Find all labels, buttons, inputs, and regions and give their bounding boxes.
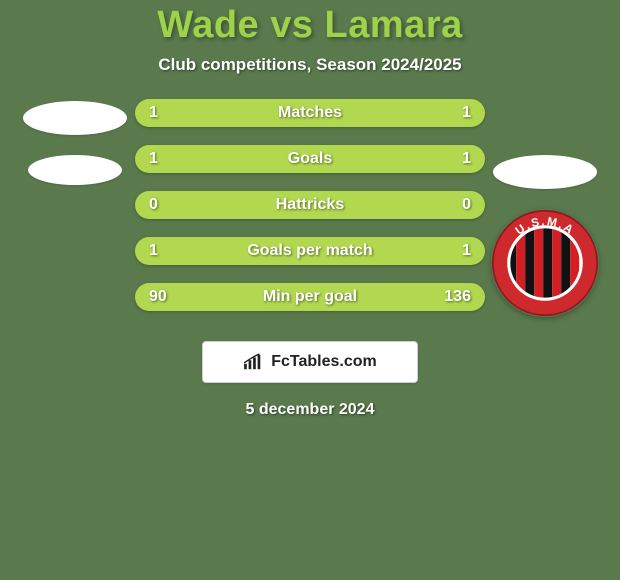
stat-bar-matches: 1 Matches 1 bbox=[135, 99, 485, 127]
stat-left-value: 1 bbox=[149, 150, 177, 168]
stat-label: Matches bbox=[278, 104, 342, 122]
brand-chart-icon bbox=[243, 353, 265, 371]
stat-bar-goals-per-match: 1 Goals per match 1 bbox=[135, 237, 485, 265]
club-logo-svg: U.S.M.A bbox=[491, 209, 599, 317]
stat-right-value: 136 bbox=[443, 288, 471, 306]
stat-label: Goals per match bbox=[247, 242, 372, 260]
stat-label: Hattricks bbox=[276, 196, 344, 214]
right-player-col: U.S.M.A bbox=[485, 99, 605, 317]
content-root: Wade vs Lamara Club competitions, Season… bbox=[0, 0, 620, 580]
page-title: Wade vs Lamara bbox=[157, 4, 463, 47]
stat-right-value: 1 bbox=[443, 242, 471, 260]
stat-left-value: 1 bbox=[149, 242, 177, 260]
stat-left-value: 90 bbox=[149, 288, 177, 306]
date-text: 5 december 2024 bbox=[246, 401, 375, 419]
player-photo-placeholder bbox=[23, 101, 127, 135]
stat-left-value: 0 bbox=[149, 196, 177, 214]
stat-right-value: 0 bbox=[443, 196, 471, 214]
stat-label: Goals bbox=[288, 150, 332, 168]
stat-left-value: 1 bbox=[149, 104, 177, 122]
stat-bars: 1 Matches 1 1 Goals 1 0 Hattricks 0 1 Go… bbox=[135, 99, 485, 311]
stat-bar-hattricks: 0 Hattricks 0 bbox=[135, 191, 485, 219]
stat-right-value: 1 bbox=[443, 104, 471, 122]
left-player-col bbox=[15, 99, 135, 205]
comparison-row: 1 Matches 1 1 Goals 1 0 Hattricks 0 1 Go… bbox=[0, 99, 620, 317]
brand-text: FcTables.com bbox=[271, 353, 377, 371]
player-club-placeholder bbox=[28, 155, 122, 185]
stat-label: Min per goal bbox=[263, 288, 357, 306]
subtitle: Club competitions, Season 2024/2025 bbox=[158, 55, 461, 75]
stat-bar-min-per-goal: 90 Min per goal 136 bbox=[135, 283, 485, 311]
stat-bar-goals: 1 Goals 1 bbox=[135, 145, 485, 173]
brand-link[interactable]: FcTables.com bbox=[202, 341, 418, 383]
club-logo-usma: U.S.M.A bbox=[491, 209, 599, 317]
stat-right-value: 1 bbox=[443, 150, 471, 168]
player-photo-placeholder bbox=[493, 155, 597, 189]
